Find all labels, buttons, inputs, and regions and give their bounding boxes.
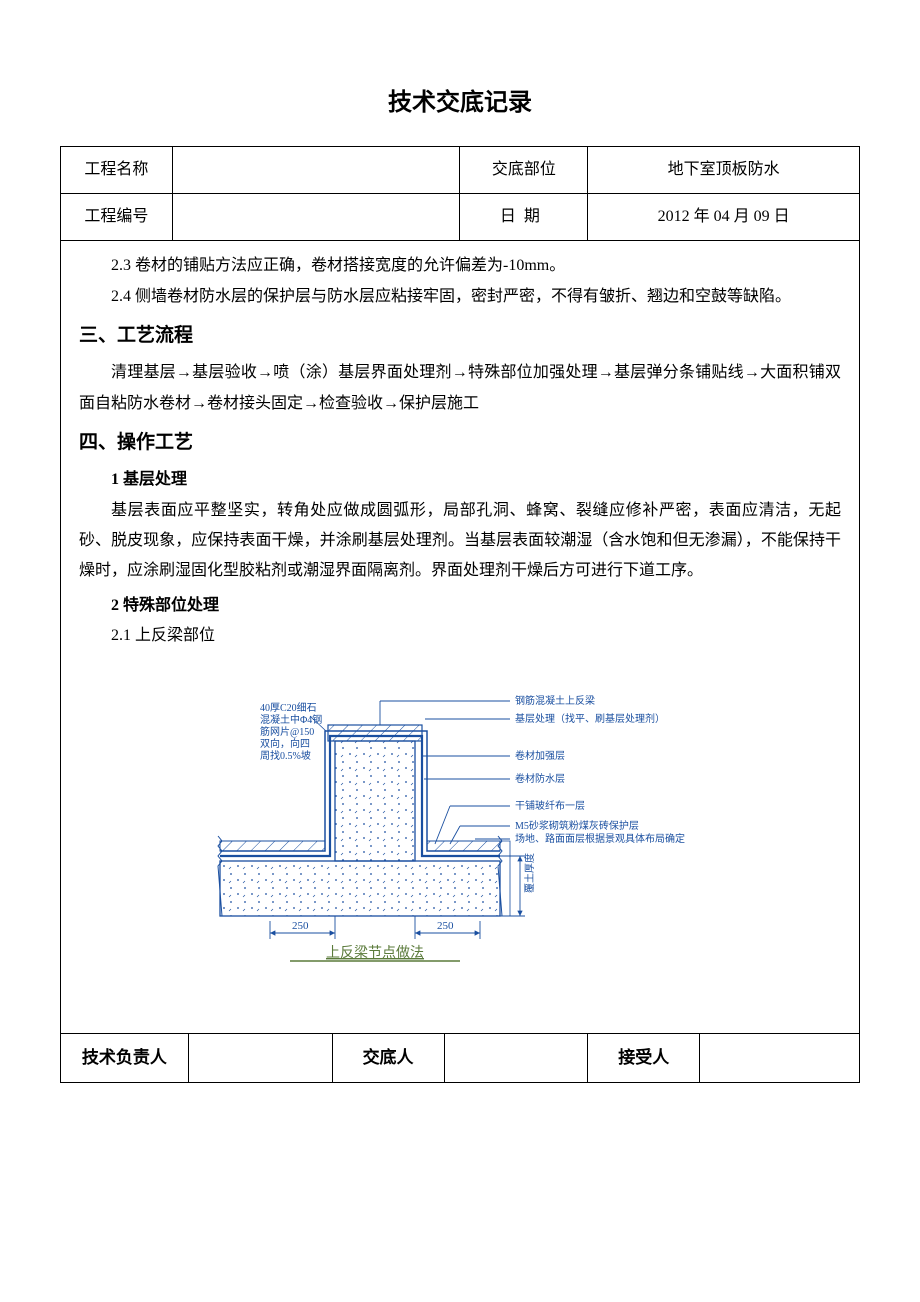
header-row-2: 工程编号 日期 2012 年 04 月 09 日	[61, 193, 860, 240]
value-date: 2012 年 04 月 09 日	[588, 193, 860, 240]
footer-tech-lead-value	[188, 1033, 332, 1082]
para-3: 清理基层→基层验收→喷（涂）基层界面处理剂→特殊部位加强处理→基层弹分条铺贴线→…	[79, 358, 841, 419]
dim-right: 250	[437, 920, 454, 932]
value-project-name	[172, 146, 460, 193]
diagram-label-1: 钢筋混凝土上反梁	[515, 694, 595, 707]
header-row-1: 工程名称 交底部位 地下室顶板防水	[61, 146, 860, 193]
header-table: 工程名称 交底部位 地下室顶板防水 工程编号 日期 2012 年 04 月 09…	[60, 146, 860, 242]
diagram-label-6: M5砂浆砌筑粉煤灰砖保护层	[515, 819, 639, 832]
label-project-name: 工程名称	[61, 146, 173, 193]
footer-receiver-value	[700, 1033, 860, 1082]
footer-table: 技术负责人 交底人 接受人	[60, 1033, 860, 1083]
construction-diagram: 40厚C20细石 混凝土中Φ4钢 筋网片@150 双向，向四 周找0.5%坡 钢…	[79, 661, 841, 992]
footer-disclose-label: 交底人	[332, 1033, 444, 1082]
para-2-3: 2.3 卷材的铺贴方法应正确，卷材搭接宽度的允许偏差为-10mm。	[79, 251, 841, 281]
diagram-note-4: 双向，向四	[260, 737, 310, 750]
section-4-title: 四、操作工艺	[79, 425, 841, 461]
para-2-4: 2.4 侧墙卷材防水层的保护层与防水层应粘接牢固，密封严密，不得有皱折、翘边和空…	[79, 282, 841, 312]
section-3-title: 三、工艺流程	[79, 318, 841, 354]
diagram-note-1: 40厚C20细石	[260, 701, 317, 714]
diagram-caption: 上反梁节点做法	[326, 945, 424, 961]
document-title: 技术交底记录	[60, 80, 860, 126]
diagram-svg: 40厚C20细石 混凝土中Φ4钢 筋网片@150 双向，向四 周找0.5%坡 钢…	[200, 661, 720, 981]
diagram-note-5: 周找0.5%坡	[260, 749, 311, 762]
diagram-vert-label: 覆土厚度	[523, 853, 536, 893]
sub-2-1: 2.1 上反梁部位	[79, 621, 841, 651]
value-project-no	[172, 193, 460, 240]
diagram-label-4: 卷材防水层	[515, 772, 565, 785]
footer-receiver-label: 接受人	[588, 1033, 700, 1082]
footer-disclose-value	[444, 1033, 588, 1082]
diagram-note-3: 筋网片@150	[260, 725, 314, 738]
content-body: 2.3 卷材的铺贴方法应正确，卷材搭接宽度的允许偏差为-10mm。 2.4 侧墙…	[60, 241, 860, 1032]
label-date: 日期	[460, 193, 588, 240]
footer-tech-lead-label: 技术负责人	[61, 1033, 189, 1082]
sub-2-title: 2 特殊部位处理	[79, 591, 841, 621]
diagram-note-2: 混凝土中Φ4钢	[260, 713, 322, 726]
diagram-label-5: 干铺玻纤布一层	[515, 799, 585, 812]
value-disclosure-part: 地下室顶板防水	[588, 146, 860, 193]
label-disclosure-part: 交底部位	[460, 146, 588, 193]
sub-1-title: 1 基层处理	[79, 465, 841, 495]
label-project-no: 工程编号	[61, 193, 173, 240]
diagram-label-3: 卷材加强层	[515, 749, 565, 762]
diagram-label-7: 场地、路面面层根据景观具体布局确定	[515, 832, 685, 845]
sub-1-text: 基层表面应平整坚实，转角处应做成圆弧形，局部孔洞、蜂窝、裂缝应修补严密，表面应清…	[79, 496, 841, 587]
dim-left: 250	[292, 920, 309, 932]
diagram-label-2: 基层处理（找平、刷基层处理剂）	[515, 712, 665, 725]
